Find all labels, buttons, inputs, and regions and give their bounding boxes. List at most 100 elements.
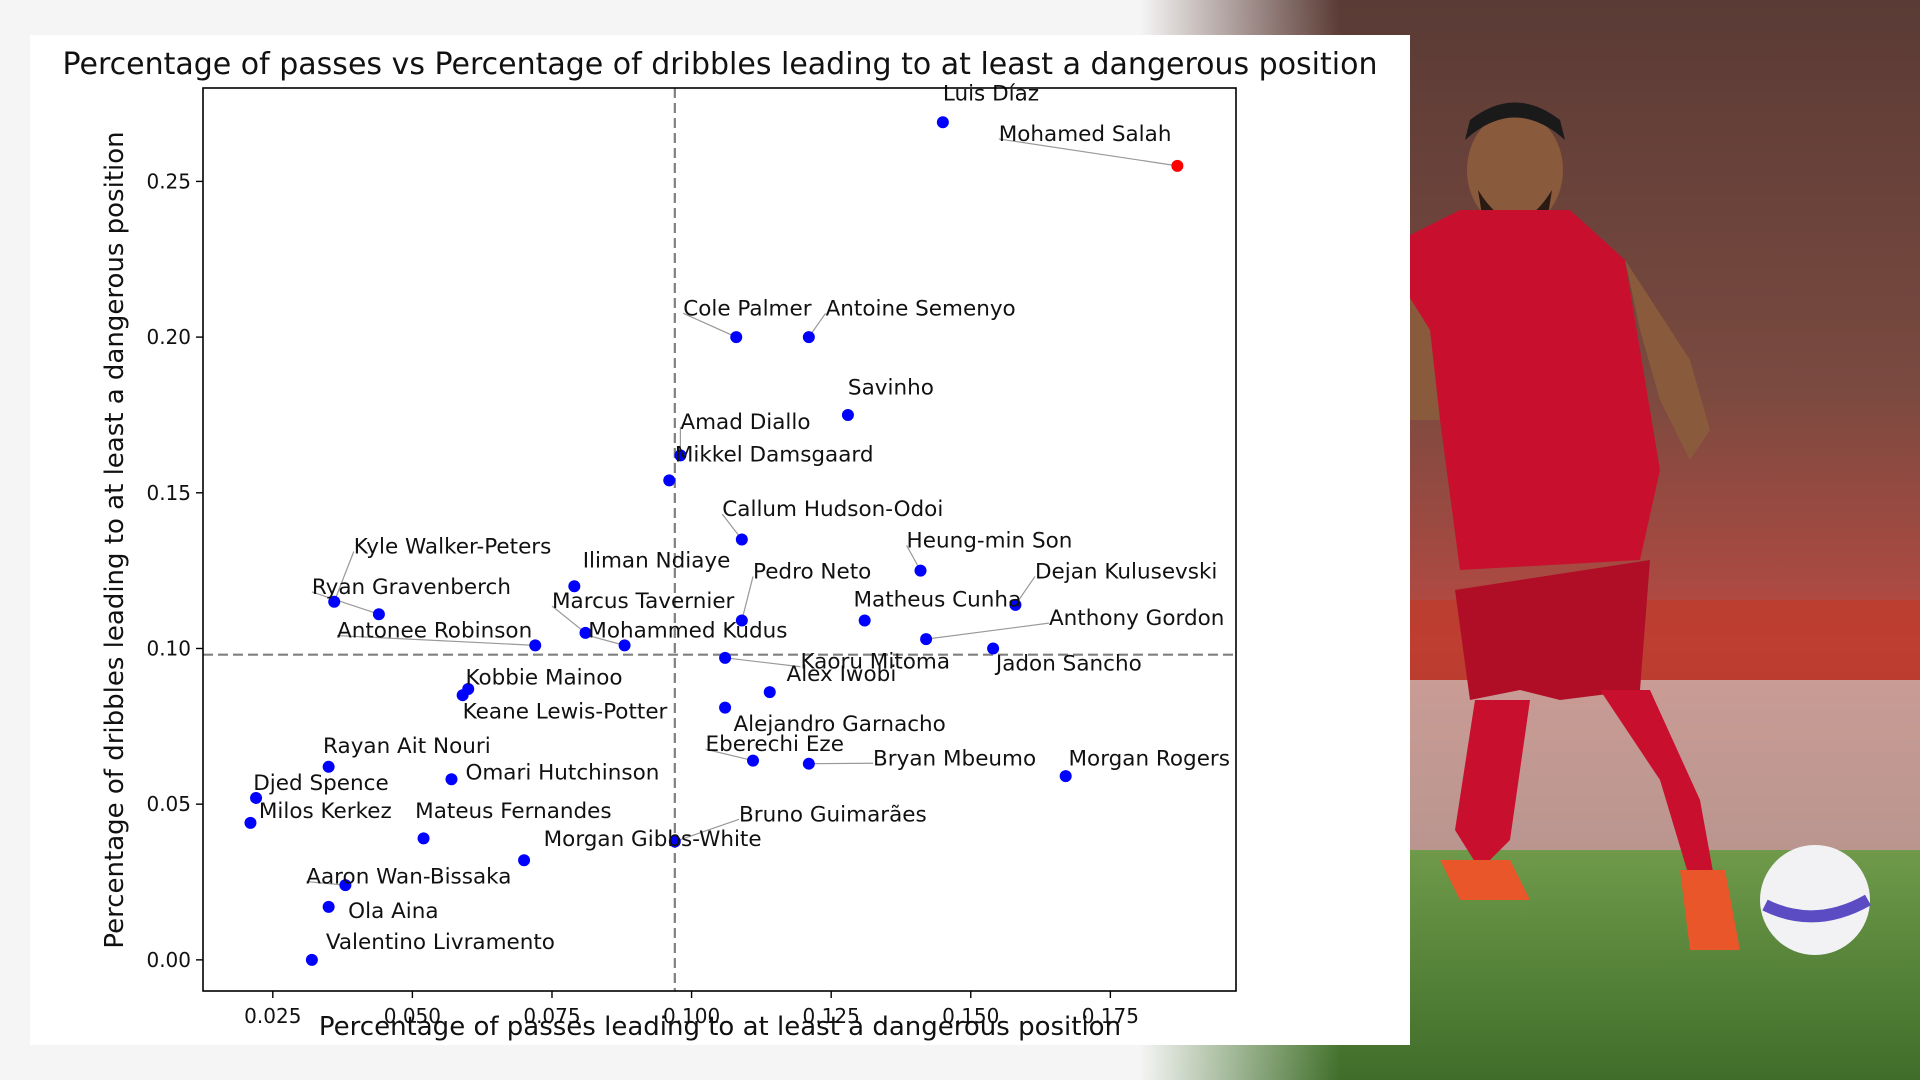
x-tick-label: 0.025 bbox=[244, 1004, 301, 1028]
point-label: Savinho bbox=[848, 376, 934, 401]
point-label: Omari Hutchinson bbox=[465, 760, 659, 785]
point-label: Keane Lewis-Potter bbox=[463, 700, 668, 725]
label-connector bbox=[588, 635, 625, 646]
point-label: Antonee Robinson bbox=[337, 619, 532, 644]
point-label: Ola Aina bbox=[348, 899, 438, 924]
data-point bbox=[372, 608, 385, 621]
data-point bbox=[1059, 770, 1072, 783]
data-point bbox=[802, 757, 815, 770]
point-label: Amad Diallo bbox=[680, 410, 810, 435]
plot-frame bbox=[202, 87, 1237, 992]
point-label: Eberechi Eze bbox=[706, 732, 844, 757]
data-point bbox=[568, 580, 581, 593]
label-connector bbox=[682, 312, 737, 338]
point-label: Morgan Rogers bbox=[1068, 746, 1230, 771]
point-label: Aaron Wan-Bissaka bbox=[306, 865, 511, 890]
label-connector bbox=[311, 591, 380, 615]
point-label: Bryan Mbeumo bbox=[873, 746, 1036, 771]
label-connector bbox=[926, 622, 1050, 640]
point-label: Milos Kerkez bbox=[259, 799, 392, 824]
y-tick-label: 0.00 bbox=[146, 948, 191, 972]
data-point bbox=[328, 595, 341, 608]
point-label: Alex Iwobi bbox=[787, 662, 897, 687]
point-label: Luis Díaz bbox=[943, 81, 1039, 106]
data-point bbox=[322, 900, 335, 913]
point-label: Anthony Gordon bbox=[1049, 606, 1224, 631]
point-label: Dejan Kulusevski bbox=[1035, 559, 1217, 584]
data-point bbox=[735, 533, 748, 546]
data-point bbox=[858, 614, 871, 627]
data-point bbox=[936, 116, 949, 129]
x-tick-label: 0.075 bbox=[523, 1004, 580, 1028]
x-tick-label: 0.050 bbox=[384, 1004, 441, 1028]
label-connector bbox=[741, 576, 754, 621]
label-connector bbox=[674, 818, 740, 843]
point-label: Ryan Gravenberch bbox=[312, 575, 511, 600]
data-point bbox=[747, 754, 760, 767]
point-label: Morgan Gibbs-White bbox=[544, 827, 762, 852]
data-point bbox=[674, 449, 687, 462]
point-label: Matheus Cunha bbox=[854, 587, 1022, 612]
point-label: Iliman Ndiaye bbox=[583, 549, 731, 574]
data-point bbox=[456, 689, 469, 702]
label-connector bbox=[725, 657, 801, 668]
x-tick-label: 0.100 bbox=[663, 1004, 720, 1028]
label-connector bbox=[336, 634, 536, 646]
y-tick-label: 0.15 bbox=[146, 481, 191, 505]
data-point bbox=[668, 835, 681, 848]
point-label: Kobbie Mainoo bbox=[465, 665, 622, 690]
x-tick-label: 0.150 bbox=[942, 1004, 999, 1028]
label-connector bbox=[998, 138, 1178, 167]
x-tick-label: 0.175 bbox=[1082, 1004, 1139, 1028]
data-point bbox=[730, 331, 743, 344]
data-point bbox=[417, 832, 430, 845]
data-point bbox=[322, 760, 335, 773]
data-point bbox=[763, 686, 776, 699]
data-point bbox=[920, 633, 933, 646]
point-label: Mohamed Salah bbox=[999, 122, 1172, 147]
data-point bbox=[1009, 598, 1022, 611]
data-point bbox=[579, 626, 592, 639]
data-point bbox=[802, 331, 815, 344]
point-label: Kaoru Mitoma bbox=[800, 650, 950, 675]
y-tick-label: 0.25 bbox=[146, 169, 191, 193]
label-connector bbox=[333, 551, 355, 602]
data-point bbox=[250, 791, 263, 804]
point-label: Kyle Walker-Peters bbox=[354, 535, 552, 560]
data-point bbox=[914, 564, 927, 577]
highlight-data-point bbox=[1171, 159, 1184, 172]
point-label: Valentino Livramento bbox=[326, 930, 555, 955]
chart-card: Percentage of passes vs Percentage of dr… bbox=[30, 35, 1410, 1045]
point-label: Rayan Ait Nouri bbox=[323, 734, 491, 759]
point-label: Djed Spence bbox=[253, 771, 388, 796]
point-label: Callum Hudson-Odoi bbox=[722, 497, 943, 522]
scatter-chart: Percentage of passes vs Percentage of dr… bbox=[63, 47, 1378, 1042]
data-point bbox=[618, 639, 631, 652]
point-label: Mikkel Damsgaard bbox=[675, 443, 874, 468]
data-point bbox=[735, 614, 748, 627]
chart-title: Percentage of passes vs Percentage of dr… bbox=[63, 47, 1378, 82]
point-label: Cole Palmer bbox=[683, 296, 812, 321]
data-point bbox=[244, 816, 257, 829]
point-label: Marcus Tavernier bbox=[552, 589, 735, 614]
label-connector bbox=[306, 880, 346, 886]
point-label: Alejandro Garnacho bbox=[733, 712, 945, 737]
point-label: Bruno Guimarães bbox=[739, 802, 927, 827]
data-point bbox=[663, 474, 676, 487]
data-point bbox=[841, 408, 854, 421]
data-point bbox=[719, 701, 732, 714]
data-point bbox=[987, 642, 1000, 655]
x-tick-label: 0.125 bbox=[803, 1004, 860, 1028]
point-label: Mohammed Kudus bbox=[588, 619, 787, 644]
football bbox=[1760, 845, 1870, 955]
data-point bbox=[518, 854, 531, 867]
data-point bbox=[445, 773, 458, 786]
point-label: Mateus Fernandes bbox=[415, 799, 611, 824]
point-label: Heung-min Son bbox=[907, 528, 1073, 553]
point-label: Jadon Sancho bbox=[994, 651, 1142, 676]
label-connector bbox=[705, 748, 754, 762]
point-label: Pedro Neto bbox=[753, 559, 871, 584]
y-axis-label: Percentage of dribbles leading to at lea… bbox=[100, 131, 130, 948]
data-point bbox=[339, 879, 352, 892]
y-tick-label: 0.10 bbox=[146, 636, 191, 660]
